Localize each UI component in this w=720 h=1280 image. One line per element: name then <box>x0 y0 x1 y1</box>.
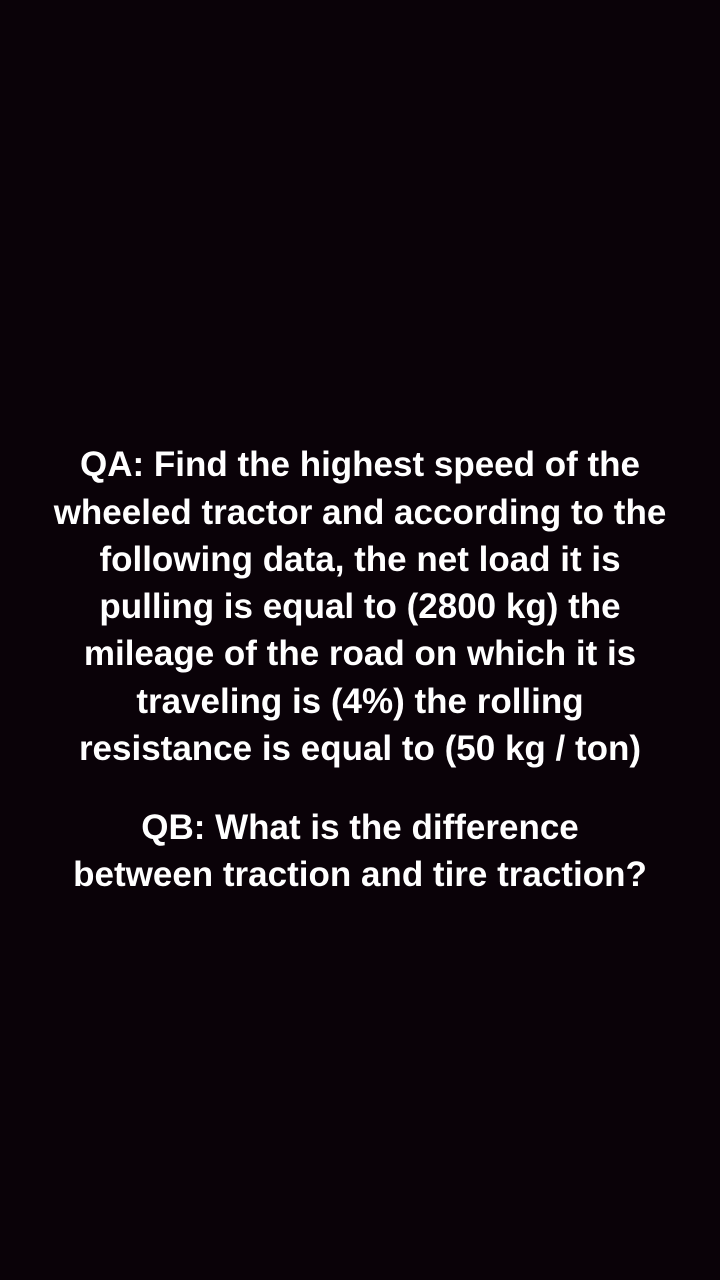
question-a-text: QA: Find the highest speed of the wheele… <box>50 441 670 772</box>
question-b-text: QB: What is the difference between tract… <box>50 804 670 899</box>
question-container: QA: Find the highest speed of the wheele… <box>0 441 720 898</box>
